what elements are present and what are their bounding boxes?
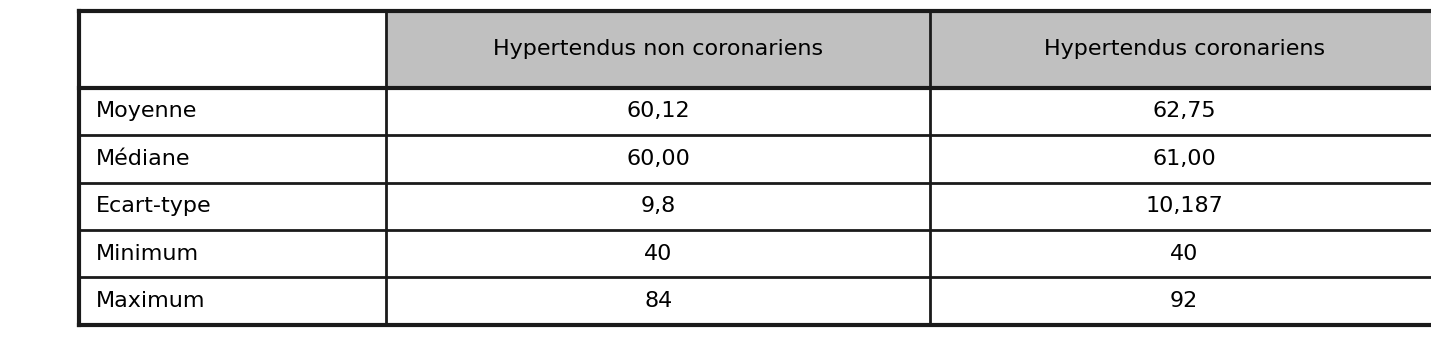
Text: Hypertendus coronariens: Hypertendus coronariens xyxy=(1043,39,1325,59)
Text: 9,8: 9,8 xyxy=(641,196,675,216)
Bar xyxy=(930,230,1431,277)
Bar xyxy=(930,11,1431,88)
Bar xyxy=(930,277,1431,325)
Text: 61,00: 61,00 xyxy=(1152,149,1216,169)
Bar xyxy=(930,183,1431,230)
Text: 40: 40 xyxy=(1171,244,1198,264)
Text: Moyenne: Moyenne xyxy=(96,101,197,121)
Bar xyxy=(930,88,1431,135)
Text: 60,12: 60,12 xyxy=(627,101,690,121)
Text: Ecart-type: Ecart-type xyxy=(96,196,212,216)
Text: Hypertendus non coronariens: Hypertendus non coronariens xyxy=(494,39,823,59)
Bar xyxy=(386,11,930,88)
Bar xyxy=(79,11,386,88)
Bar xyxy=(930,135,1431,183)
Bar xyxy=(386,277,930,325)
Text: 92: 92 xyxy=(1171,291,1198,311)
Bar xyxy=(386,230,930,277)
Text: Maximum: Maximum xyxy=(96,291,206,311)
Bar xyxy=(79,135,386,183)
Bar xyxy=(79,183,386,230)
Bar xyxy=(386,88,930,135)
Bar xyxy=(79,88,386,135)
Bar xyxy=(386,135,930,183)
Bar xyxy=(79,277,386,325)
Text: Minimum: Minimum xyxy=(96,244,199,264)
Text: 84: 84 xyxy=(644,291,673,311)
Text: 62,75: 62,75 xyxy=(1152,101,1216,121)
Text: 40: 40 xyxy=(644,244,673,264)
Text: 60,00: 60,00 xyxy=(627,149,690,169)
Text: Médiane: Médiane xyxy=(96,149,190,169)
Bar xyxy=(386,183,930,230)
Bar xyxy=(79,230,386,277)
Text: 10,187: 10,187 xyxy=(1145,196,1224,216)
